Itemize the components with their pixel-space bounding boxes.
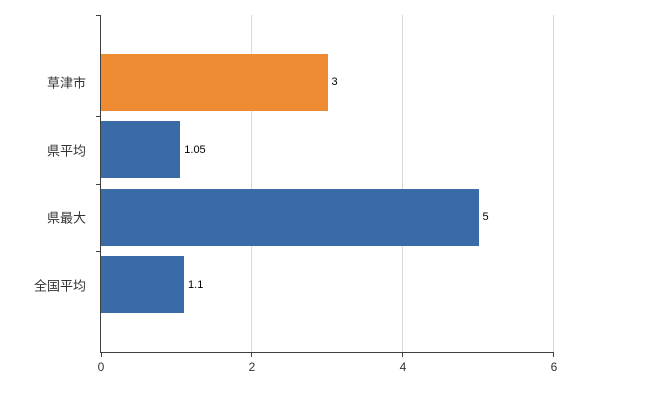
bar-value-label: 3 <box>331 76 338 89</box>
y-axis-tick <box>96 116 101 118</box>
y-axis-tick <box>96 183 101 185</box>
y-axis-category-labels: 草津市県平均県最大全国平均 <box>0 15 92 352</box>
bar-value-label: 1.05 <box>184 143 206 156</box>
bar <box>101 256 185 314</box>
bar <box>101 188 479 246</box>
bar <box>101 53 328 111</box>
x-tick-label: 0 <box>97 360 105 374</box>
y-axis-tick <box>96 250 101 252</box>
gridline <box>553 15 554 352</box>
x-tick-label: 2 <box>248 360 256 374</box>
x-axis-tick <box>402 352 403 357</box>
bar-value-label: 5 <box>482 211 489 224</box>
bar <box>101 121 181 179</box>
x-tick-label: 4 <box>399 360 407 374</box>
x-tick-label: 6 <box>550 360 558 374</box>
bar-value-label: 1.1 <box>188 278 204 291</box>
category-label: 草津市 <box>46 75 86 91</box>
gridline <box>402 15 403 352</box>
x-axis-tick <box>553 352 554 357</box>
gridline <box>251 15 252 352</box>
y-axis-tick <box>96 15 101 16</box>
category-label: 県平均 <box>46 143 86 159</box>
plot-area: 3 1.05 5 1.1 0 2 4 6 <box>96 15 557 374</box>
category-label: 全国平均 <box>33 278 86 294</box>
category-label: 県最大 <box>46 210 86 226</box>
x-axis-tick <box>251 352 252 357</box>
x-axis-tick <box>101 352 102 357</box>
